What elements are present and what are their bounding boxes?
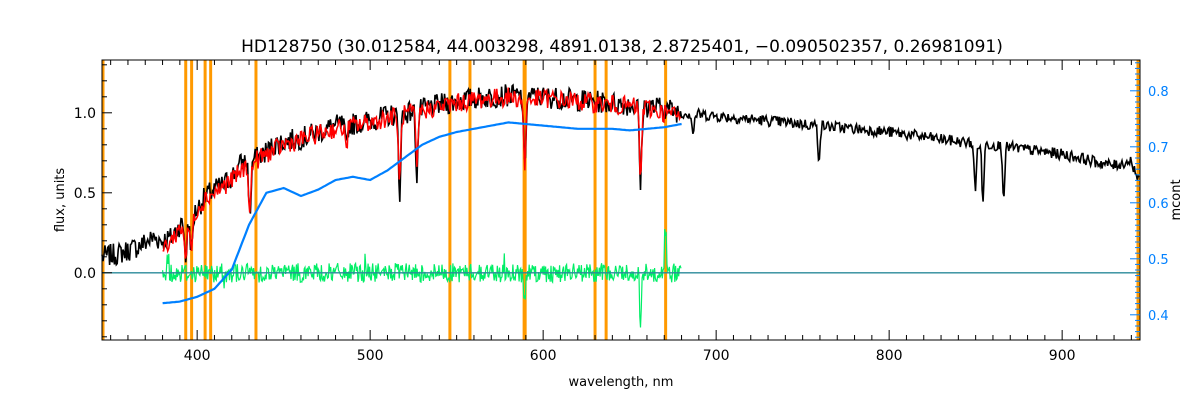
x-tick-label: 800 [876,348,903,364]
plot-frame [101,59,1141,341]
data-layer [101,83,1140,328]
x-tick-label: 900 [1049,348,1076,364]
model-spectrum-line [162,87,682,259]
x-tick-label: 600 [530,348,557,364]
residual-line [162,229,682,328]
continuum-line [162,121,682,305]
y2-tick-label: 0.4 [1148,309,1169,324]
axes-layer: 400 500 600 700 800 900 0.0 0.5 1.0 0.4 0.5 0.6 0.7 0… [74,59,1169,364]
y2-tick-label: 0.8 [1148,85,1169,100]
y-tick-label: 1.0 [74,106,96,122]
y2-axis-title: mcont [1169,179,1184,220]
x-tick-label: 700 [703,348,730,364]
y-tick-label: 0.5 [74,186,96,202]
y2-tick-label: 0.5 [1148,253,1169,268]
x-axis-title: wavelength, nm [569,375,674,390]
chart-title: HD128750 (30.012584, 44.003298, 4891.013… [241,37,1003,57]
y-tick-label: 0.0 [74,266,96,282]
x-tick-label: 400 [184,348,211,364]
y-axis-title: flux, units [53,168,68,233]
x-tick-label: 500 [357,348,384,364]
y2-tick-label: 0.7 [1148,141,1169,156]
y2-tick-label: 0.6 [1148,197,1169,212]
observed-spectrum-line [101,83,1140,267]
